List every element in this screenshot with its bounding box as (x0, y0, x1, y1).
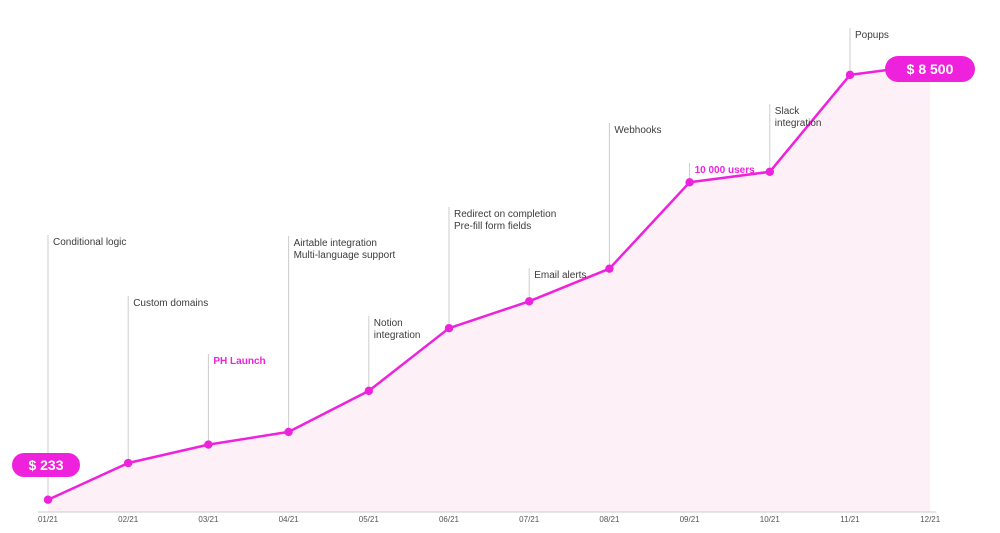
data-point (284, 427, 293, 437)
area-layer (48, 64, 931, 513)
milestone-label: Webhooks (614, 125, 661, 136)
milestone-label: Popups (855, 30, 889, 41)
data-point (525, 297, 534, 306)
milestone-label: Custom domains (133, 298, 208, 309)
area-fill (48, 64, 931, 513)
value-badge-pill (885, 56, 975, 82)
data-point (765, 167, 774, 176)
value-badge: $ 233 (12, 453, 80, 477)
milestone-label: Conditional logic (53, 237, 126, 248)
x-tick-label: 04/21 (279, 515, 300, 524)
x-tick-label: 01/21 (38, 515, 59, 524)
milestone-label: Airtable integration Multi-language suppo… (294, 238, 396, 261)
data-point (685, 178, 694, 187)
x-tick-labels: 01/21 02/21 03/21 04/21 05/21 06/21 07/21 08/21… (38, 515, 941, 524)
point-layer (43, 60, 935, 504)
x-tick-label: 08/21 (599, 515, 620, 524)
data-point (444, 323, 454, 333)
x-tick-label: 03/21 (198, 515, 219, 524)
milestone-highlight-label: PH Launch (213, 356, 265, 367)
value-badge-pill (12, 453, 80, 477)
x-tick-label: 06/21 (439, 515, 460, 524)
data-point (845, 70, 855, 80)
milestone-label: Slack integration (775, 106, 822, 129)
value-badge-label: $ 233 (28, 457, 63, 473)
series-line (46, 63, 932, 501)
annotations: Conditional logic Custom domains PH Launch… (53, 30, 889, 367)
x-tick-label: 07/21 (519, 515, 540, 524)
milestone-highlight-label: 10 000 users (695, 165, 755, 176)
value-badge-label: $ 8 500 (907, 61, 954, 77)
line-layer (46, 63, 932, 501)
x-tick-label: 12/21 (920, 515, 941, 524)
data-point (43, 495, 53, 504)
data-point (124, 458, 133, 468)
data-point (204, 440, 213, 449)
milestone-label: Redirect on completion Pre-fill form fiel… (454, 209, 556, 232)
x-tick-label: 09/21 (680, 515, 701, 524)
data-point (364, 386, 373, 396)
milestone-label: Notion integration (374, 318, 421, 341)
data-point (605, 264, 614, 273)
milestone-label: Email alerts (534, 270, 586, 281)
x-tick-label: 11/21 (840, 515, 860, 524)
x-tick-label: 10/21 (760, 515, 781, 524)
x-tick-label: 02/21 (118, 515, 139, 524)
x-tick-label: 05/21 (359, 515, 380, 524)
value-badges: $ 233 $ 8 500 (12, 56, 975, 477)
value-badge: $ 8 500 (885, 56, 975, 82)
